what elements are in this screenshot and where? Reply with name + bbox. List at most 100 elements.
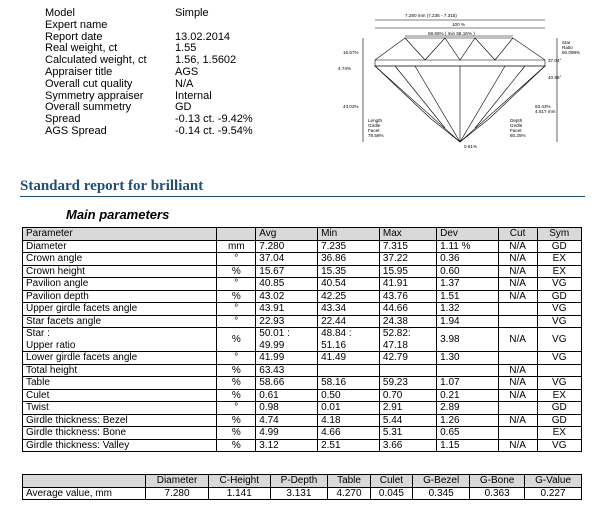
table-cell: % <box>216 413 257 427</box>
diagram <box>362 19 558 143</box>
table-row: Total height% 63.43 N/A <box>21 363 583 377</box>
table-cell: 7.280 <box>255 239 319 253</box>
table-cell: 40.54 <box>317 277 380 291</box>
header-cell: Avg <box>255 227 319 241</box>
table-cell: Lower girdle facets angle <box>21 351 218 365</box>
table-cell: 37.04 <box>255 252 319 266</box>
table-cell: 1.26 <box>436 413 499 427</box>
table-cell: ° <box>216 252 257 266</box>
info-row: Model Simple <box>45 7 253 20</box>
table-cell <box>378 363 438 377</box>
table-cell: ° <box>216 314 257 328</box>
table-cell: 1.07 <box>436 376 499 390</box>
table-cell: 1.94 <box>436 314 499 328</box>
table-cell: EX <box>536 264 583 278</box>
table-cell: % <box>216 363 257 377</box>
table-cell: 0.227 <box>524 486 582 500</box>
table-cell: 0.60 <box>436 264 499 278</box>
table-cell: 1.30 <box>436 351 499 365</box>
table-row: Crown height% 15.67 15.35 15.95 0.60 N/A EX <box>21 264 583 278</box>
info-key: Real weight, ct <box>45 42 118 55</box>
table-row: Star facets angle ° 22.93 22.44 24.38 1.94 VG <box>21 314 583 328</box>
table-cell <box>497 314 538 328</box>
table-cell: Upper girdle facets angle <box>21 302 218 316</box>
header-cell: Dev <box>436 227 499 241</box>
table-row: Girdle thickness: Bone% 4.99 4.66 5.31 0.65 E… <box>21 426 583 440</box>
info-list: Model Simple Expert name Report date 13.02.2… <box>45 7 253 138</box>
table-cell: 4.74 <box>255 413 319 427</box>
table-cell: 7.315 <box>378 239 438 253</box>
depth-girdle-label: Depth Girdle Facet 80.25% <box>510 118 526 138</box>
table-cell: Table <box>21 376 218 390</box>
table-row: Diameter mm 7.280 7.235 7.315 1.11 % N/A GD <box>21 239 583 253</box>
info-row: Real weight, ct 1.55 <box>45 43 253 55</box>
crown-angle-label: 37.04° <box>548 58 562 63</box>
table-cell: 0.21 <box>436 388 499 402</box>
table-cell: 1.32 <box>436 302 499 316</box>
table-label: 58.66% ( min 58.16% ) <box>428 31 475 36</box>
table-cell: 0.61 <box>255 388 319 402</box>
table-cell: VG <box>536 277 583 291</box>
info-key: Report date <box>45 30 103 43</box>
info-value: -0.13 ct. -9.42% <box>175 113 253 126</box>
header-cell <box>216 227 257 241</box>
table-cell: 5.31 <box>378 426 438 440</box>
table-cell: 7.280 <box>145 486 210 500</box>
info-row: Symmetry appraiser Internal <box>45 90 253 103</box>
table-cell: Girdle thickness: Bone <box>21 426 218 440</box>
table-cell: 41.49 <box>317 351 380 365</box>
table-cell: 41.91 <box>378 277 438 291</box>
table-cell: Twist <box>21 401 218 415</box>
length-girdle-label: Length Girdle Facet 78.58% <box>368 118 384 138</box>
table-row: Pavilion angle ° 40.85 40.54 41.91 1.37 N/A VG <box>21 277 583 291</box>
table-cell: % <box>216 289 257 303</box>
info-value: N/A <box>175 77 194 90</box>
header-cell: Min <box>317 227 380 241</box>
table-cell: mm <box>216 239 257 253</box>
info-row: Expert name <box>45 19 253 32</box>
table-cell: EX <box>536 252 583 266</box>
table-cell: N/A <box>497 327 538 352</box>
table-cell: N/A <box>497 289 538 303</box>
table-cell: VG <box>536 314 583 328</box>
table-cell: 40.85 <box>255 277 319 291</box>
pavilion-angle-label: 40.85° <box>548 75 562 80</box>
info-row: Spread -0.13 ct. -9.42% <box>45 113 253 126</box>
table-cell: 7.235 <box>317 239 380 253</box>
table-cell: GD <box>536 413 583 427</box>
table-cell: 0.363 <box>469 486 526 500</box>
table-cell: 0.36 <box>436 252 499 266</box>
info-row: Overall cut quality N/A <box>45 77 253 91</box>
table-cell: 2.89 <box>436 401 499 415</box>
header-cell: Parameter <box>21 227 218 241</box>
table-cell: 58.66 <box>255 376 319 390</box>
table-cell: 63.43 <box>255 363 319 377</box>
header-cell: Diameter <box>145 474 210 488</box>
table-cell: VG <box>536 351 583 365</box>
table-cell: 4.270 <box>327 486 371 500</box>
table-cell: VG <box>536 302 583 316</box>
section-title: Main parameters <box>66 207 170 222</box>
table-cell: GD <box>536 289 583 303</box>
info-value: 1.56, 1.5602 <box>175 54 237 67</box>
info-row: Calculated weight, ct 1.56, 1.5602 <box>45 54 253 67</box>
table-cell: 36.86 <box>317 252 380 266</box>
info-row: Overall summetry GD <box>45 102 253 114</box>
table-cell: 1.11 % <box>436 239 499 253</box>
header-cell <box>21 474 147 488</box>
table-cell: 0.98 <box>255 401 319 415</box>
info-value: 1.55 <box>175 42 197 55</box>
table-cell: Crown angle <box>21 252 218 266</box>
table-cell: VG <box>536 327 583 352</box>
pavilion-depth-label: 43.02% <box>343 104 359 109</box>
table-cell: 41.99 <box>255 351 319 365</box>
table-cell: VG <box>536 376 583 390</box>
table-cell: 1.15 <box>436 438 499 452</box>
table-cell: 0.50 <box>317 388 380 402</box>
table-cell: 43.34 <box>317 302 380 316</box>
header-cell: Cut <box>497 227 538 241</box>
table-cell: 22.93 <box>255 314 319 328</box>
table-cell: N/A <box>497 264 538 278</box>
row-label: Average value, mm <box>21 486 147 500</box>
table-cell: % <box>216 264 257 278</box>
